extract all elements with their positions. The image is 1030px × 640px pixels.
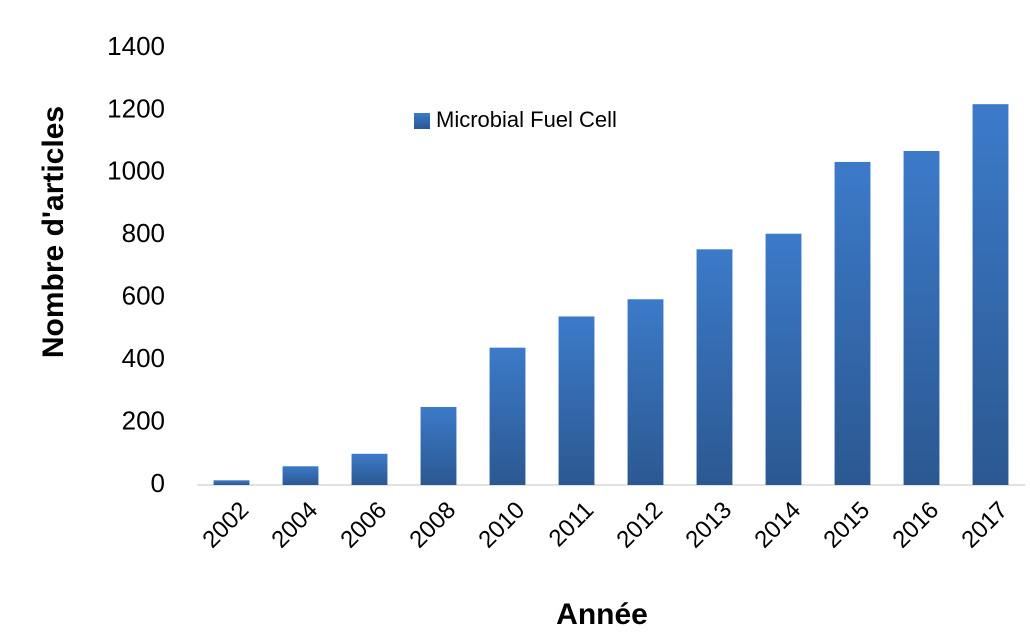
x-tick-label: 2012 [611, 497, 668, 554]
bar [834, 161, 871, 486]
bar [282, 466, 319, 485]
x-tick-label: 2016 [887, 497, 944, 554]
bar [972, 104, 1009, 485]
y-tick-label: 1400 [107, 31, 165, 61]
y-tick-label: 400 [122, 343, 165, 373]
x-tick-label: 2002 [197, 497, 254, 554]
y-tick-label: 600 [122, 281, 165, 311]
bar [489, 347, 526, 485]
y-axis-title: Nombre d'articles [37, 106, 70, 358]
x-tick-label: 2011 [544, 497, 600, 553]
legend-label: Microbial Fuel Cell [436, 107, 617, 132]
x-axis-title: Année [556, 598, 648, 631]
y-tick-label: 1000 [107, 156, 165, 186]
x-tick-label: 2014 [749, 497, 806, 554]
y-tick-label: 0 [151, 468, 165, 498]
x-tick-label: 2010 [473, 497, 530, 554]
x-tick-label: 2017 [956, 497, 1013, 554]
bar [765, 233, 802, 485]
bar [903, 151, 940, 485]
bar [558, 316, 595, 485]
x-tick-label: 2006 [335, 497, 392, 554]
y-tick-label: 200 [122, 405, 165, 435]
legend-swatch [414, 113, 430, 129]
bar [420, 406, 457, 485]
x-tick-label: 2015 [818, 497, 875, 554]
bar [627, 299, 664, 485]
y-tick-label: 1200 [107, 93, 165, 123]
bar [213, 480, 250, 485]
x-tick-label: 2008 [404, 497, 461, 554]
x-tick-label: 2004 [266, 497, 323, 554]
bar [351, 453, 388, 485]
y-tick-label: 800 [122, 218, 165, 248]
bar [696, 249, 733, 485]
x-tick-label: 2013 [680, 497, 737, 554]
